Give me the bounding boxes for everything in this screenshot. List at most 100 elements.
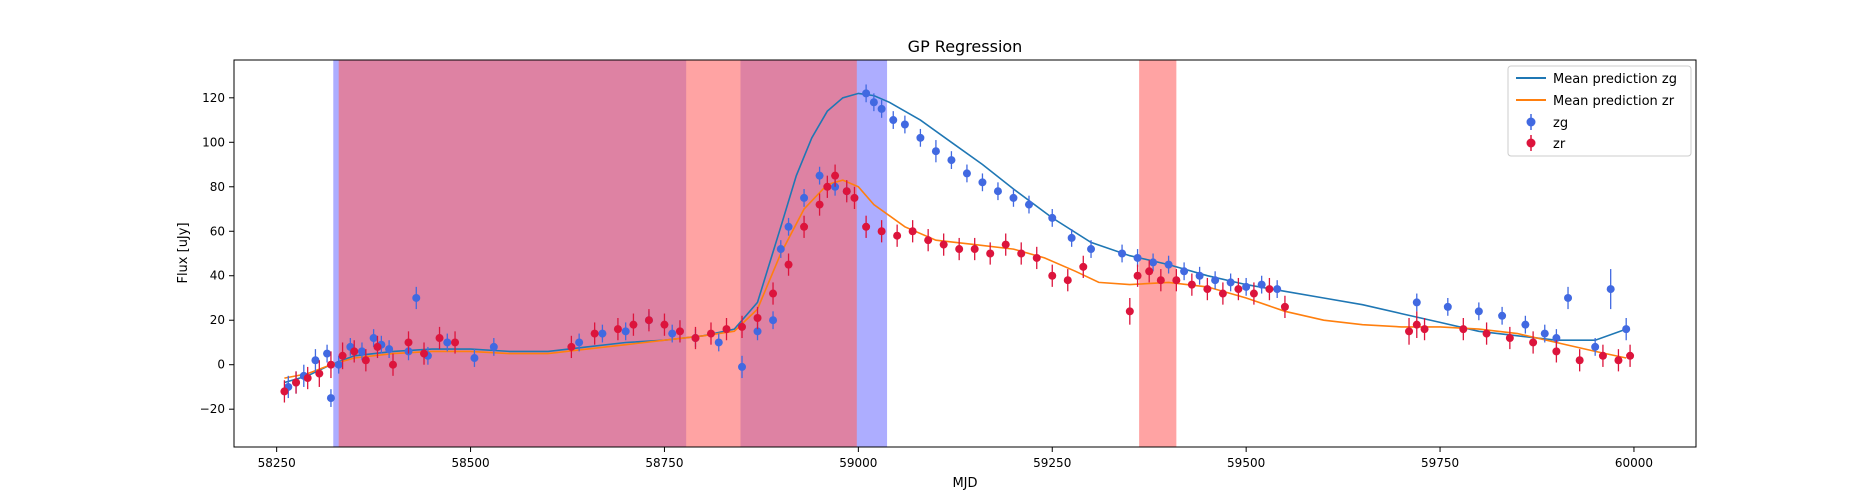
data-point-zr bbox=[675, 327, 684, 336]
x-tick-label: 58750 bbox=[645, 456, 683, 470]
data-point-zr bbox=[1063, 276, 1072, 285]
data-point-zr bbox=[877, 227, 886, 236]
data-point-zg bbox=[962, 169, 971, 178]
data-point-zg bbox=[815, 171, 824, 180]
data-point-zr bbox=[1420, 325, 1429, 334]
data-point-zg bbox=[1067, 233, 1076, 242]
data-point-zr bbox=[660, 320, 669, 329]
data-point-zr bbox=[567, 342, 576, 351]
data-point-zg bbox=[1474, 307, 1483, 316]
x-tick-label: 58250 bbox=[258, 456, 296, 470]
data-point-zr bbox=[373, 342, 382, 351]
data-point-zr bbox=[629, 320, 638, 329]
data-point-zr bbox=[361, 356, 370, 365]
x-tick-label: 59750 bbox=[1421, 456, 1459, 470]
data-point-zg bbox=[323, 349, 332, 358]
data-point-zr bbox=[338, 351, 347, 360]
data-point-zg bbox=[334, 360, 343, 369]
data-point-zg bbox=[1180, 267, 1189, 276]
data-point-zr bbox=[691, 334, 700, 343]
data-point-zr bbox=[706, 329, 715, 338]
data-point-zg bbox=[1552, 334, 1561, 343]
data-point-zg bbox=[1498, 311, 1507, 320]
data-point-zr bbox=[986, 249, 995, 258]
data-point-zr bbox=[924, 236, 933, 245]
data-point-zr bbox=[800, 222, 809, 231]
data-point-zg bbox=[738, 362, 747, 371]
data-point-zg bbox=[800, 193, 809, 202]
y-axis-label: Flux [uJy] bbox=[176, 222, 191, 283]
y-tick-label: 20 bbox=[210, 313, 225, 327]
data-point-zg bbox=[877, 104, 886, 113]
data-point-zr bbox=[1529, 338, 1538, 347]
data-point-zr bbox=[590, 329, 599, 338]
data-point-zg bbox=[668, 329, 677, 338]
data-point-zg bbox=[916, 133, 925, 142]
data-point-zr bbox=[1482, 329, 1491, 338]
data-point-zr bbox=[1133, 271, 1142, 280]
x-tick-label: 60000 bbox=[1615, 456, 1653, 470]
data-point-zg bbox=[1133, 253, 1142, 262]
data-point-zr bbox=[1405, 327, 1414, 336]
data-point-zr bbox=[644, 316, 653, 325]
shaded-region-zr-2 bbox=[338, 60, 857, 447]
data-point-zr bbox=[1203, 285, 1212, 294]
data-point-zr bbox=[404, 338, 413, 347]
data-point-zg bbox=[784, 222, 793, 231]
shaded-region-zr-3 bbox=[1139, 60, 1177, 447]
data-point-zr bbox=[722, 325, 731, 334]
data-point-zr bbox=[388, 360, 397, 369]
data-point-zr bbox=[1614, 356, 1623, 365]
data-point-zr bbox=[815, 200, 824, 209]
data-point-zr bbox=[613, 325, 622, 334]
data-point-zr bbox=[970, 245, 979, 254]
y-tick-label: 0 bbox=[217, 358, 225, 372]
data-point-zr bbox=[1505, 334, 1514, 343]
data-point-zr bbox=[939, 240, 948, 249]
y-tick-label: 60 bbox=[210, 224, 225, 238]
data-point-zr bbox=[1125, 307, 1134, 316]
data-point-zr bbox=[292, 378, 301, 387]
data-point-zr bbox=[1280, 302, 1289, 311]
data-point-zr bbox=[451, 338, 460, 347]
data-point-zr bbox=[326, 360, 335, 369]
data-point-zg bbox=[1024, 200, 1033, 209]
data-point-zr bbox=[1459, 325, 1468, 334]
data-point-zg bbox=[489, 342, 498, 351]
x-tick-label: 59500 bbox=[1227, 456, 1265, 470]
data-point-zg bbox=[357, 347, 366, 356]
data-point-zg bbox=[1242, 282, 1251, 291]
data-point-zg bbox=[598, 329, 607, 338]
data-point-zr bbox=[1187, 280, 1196, 289]
legend-label-zg-prediction: Mean prediction zg bbox=[1553, 72, 1677, 87]
data-point-zg bbox=[1606, 285, 1615, 294]
legend-label-zr: zr bbox=[1553, 137, 1566, 152]
y-tick-label: −20 bbox=[200, 402, 225, 416]
data-point-zg bbox=[1195, 271, 1204, 280]
data-point-zg bbox=[993, 187, 1002, 196]
data-point-zg bbox=[1226, 278, 1235, 287]
y-tick-label: 40 bbox=[210, 269, 225, 283]
x-axis-ticks: 58250 58500 58750 59000 59250 59500 59750 60000 bbox=[258, 447, 1653, 470]
data-point-zr bbox=[893, 231, 902, 240]
data-point-zg bbox=[369, 334, 378, 343]
data-point-zr bbox=[315, 369, 324, 378]
data-point-zg bbox=[311, 356, 320, 365]
data-point-zg bbox=[1149, 258, 1158, 267]
data-point-zr bbox=[420, 349, 429, 358]
data-point-zg bbox=[947, 156, 956, 165]
data-point-zr bbox=[1234, 285, 1243, 294]
data-point-zg bbox=[769, 316, 778, 325]
data-point-zr bbox=[955, 245, 964, 254]
data-point-zr bbox=[1598, 351, 1607, 360]
data-point-zg bbox=[1412, 298, 1421, 307]
data-point-zr bbox=[303, 374, 312, 383]
data-point-zr bbox=[1032, 253, 1041, 262]
data-points bbox=[280, 84, 1635, 407]
data-point-zg bbox=[931, 147, 940, 156]
data-point-zg bbox=[1257, 280, 1266, 289]
data-point-zr bbox=[1017, 249, 1026, 258]
x-tick-label: 59250 bbox=[1033, 456, 1071, 470]
data-point-zr bbox=[738, 322, 747, 331]
